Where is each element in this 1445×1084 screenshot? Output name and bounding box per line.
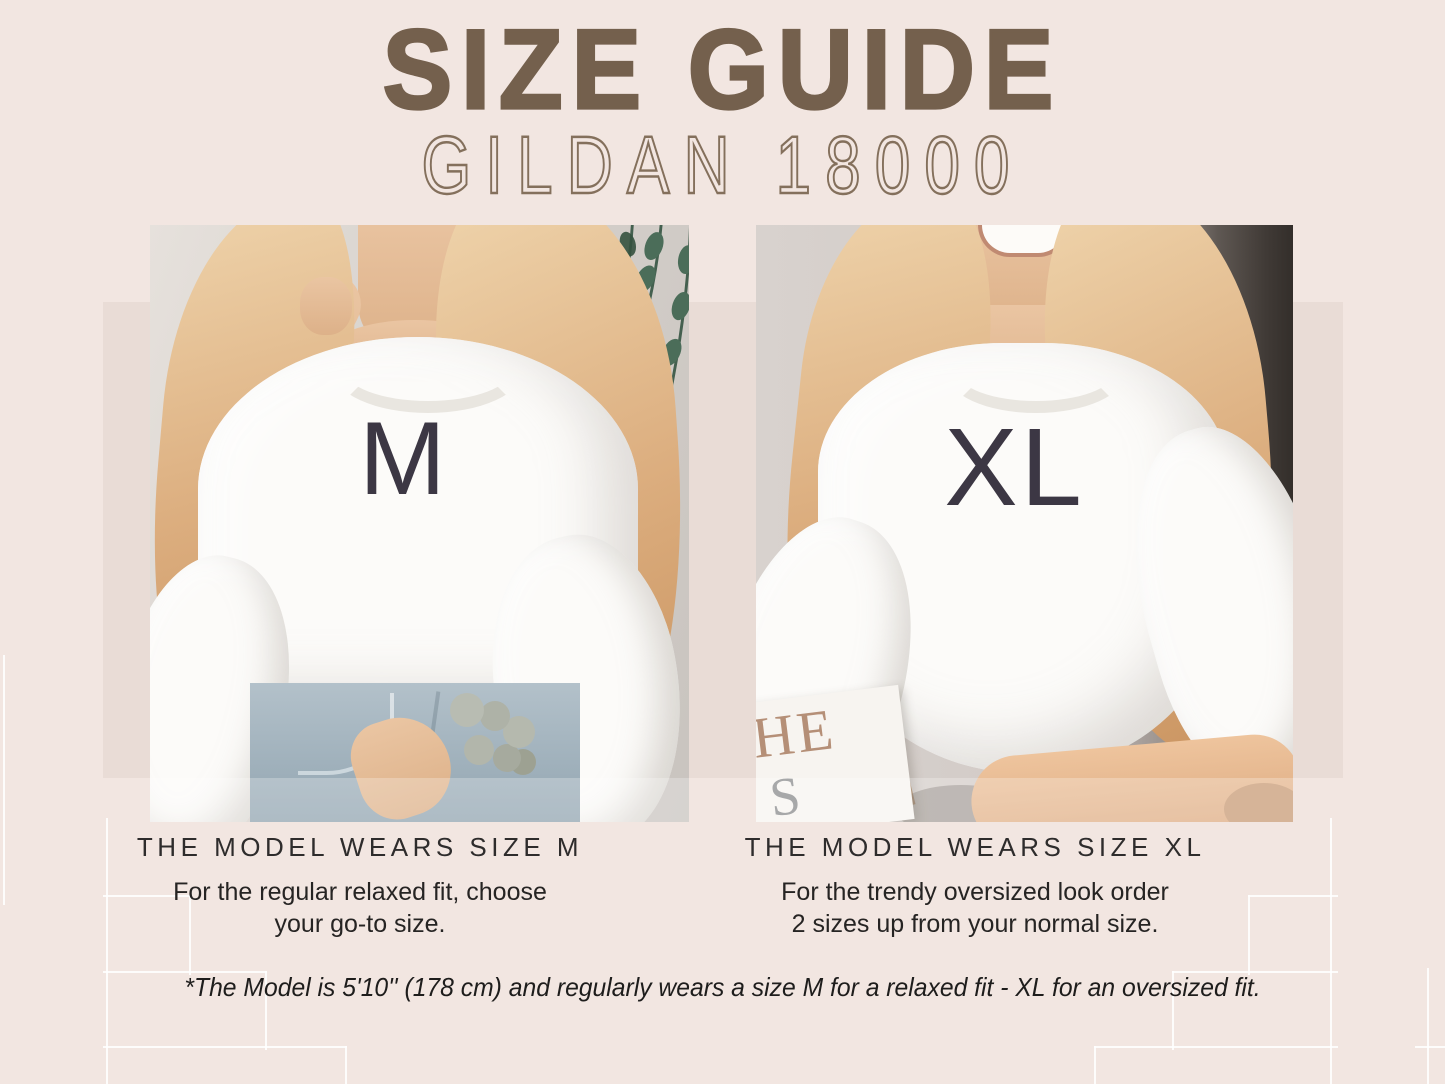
decor-line <box>1094 1046 1338 1048</box>
magazine-text-bottom: S <box>766 764 804 822</box>
decor-line <box>103 971 267 973</box>
decor-line <box>1172 971 1174 1050</box>
caption-left: THE MODEL WEARS SIZE M For the regular r… <box>98 832 622 940</box>
scrunchie-shape <box>450 693 484 727</box>
model-knee-shape <box>1224 783 1293 822</box>
caption-right: THE MODEL WEARS SIZE XL For the trendy o… <box>713 832 1237 940</box>
page-subtitle: GILDAN 18000 <box>421 118 1024 212</box>
decor-line <box>1172 971 1338 973</box>
caption-right-heading: THE MODEL WEARS SIZE XL <box>744 832 1206 862</box>
photo-model-size-m: M <box>150 225 689 822</box>
sweatshirt-collar-shape <box>332 325 524 413</box>
sweatshirt-collar-shape <box>946 331 1126 413</box>
decor-line <box>1427 968 1429 1084</box>
caption-left-body: For the regular relaxed fit, choose your… <box>173 878 547 938</box>
seat-shadow-shape <box>896 785 1026 822</box>
model-hand-in-hair-shape <box>300 277 352 335</box>
size-label-xl: XL <box>944 406 1085 529</box>
decor-line <box>103 1046 347 1048</box>
decor-line <box>106 818 108 1084</box>
decor-line <box>1330 818 1332 1084</box>
caption-left-heading: THE MODEL WEARS SIZE M <box>136 832 584 862</box>
decor-line <box>1415 1046 1445 1048</box>
decor-line <box>345 1046 347 1084</box>
decor-line <box>3 655 5 905</box>
decor-line <box>189 895 191 975</box>
page-title: SIZE GUIDE <box>381 7 1063 133</box>
decor-line <box>265 971 267 1050</box>
decor-line <box>103 895 191 897</box>
decor-line <box>1248 895 1250 975</box>
decor-line <box>1248 895 1338 897</box>
size-label-m: M <box>359 401 446 517</box>
caption-right-body: For the trendy oversized look order 2 si… <box>781 878 1169 938</box>
magazine-prop: HE S <box>756 684 915 822</box>
magazine-text-top: HE <box>756 696 840 771</box>
photo-model-size-xl: HE S XL <box>756 225 1293 822</box>
decor-line <box>1094 1046 1096 1084</box>
footnote: *The Model is 5'10'' (178 cm) and regula… <box>184 972 1261 1002</box>
